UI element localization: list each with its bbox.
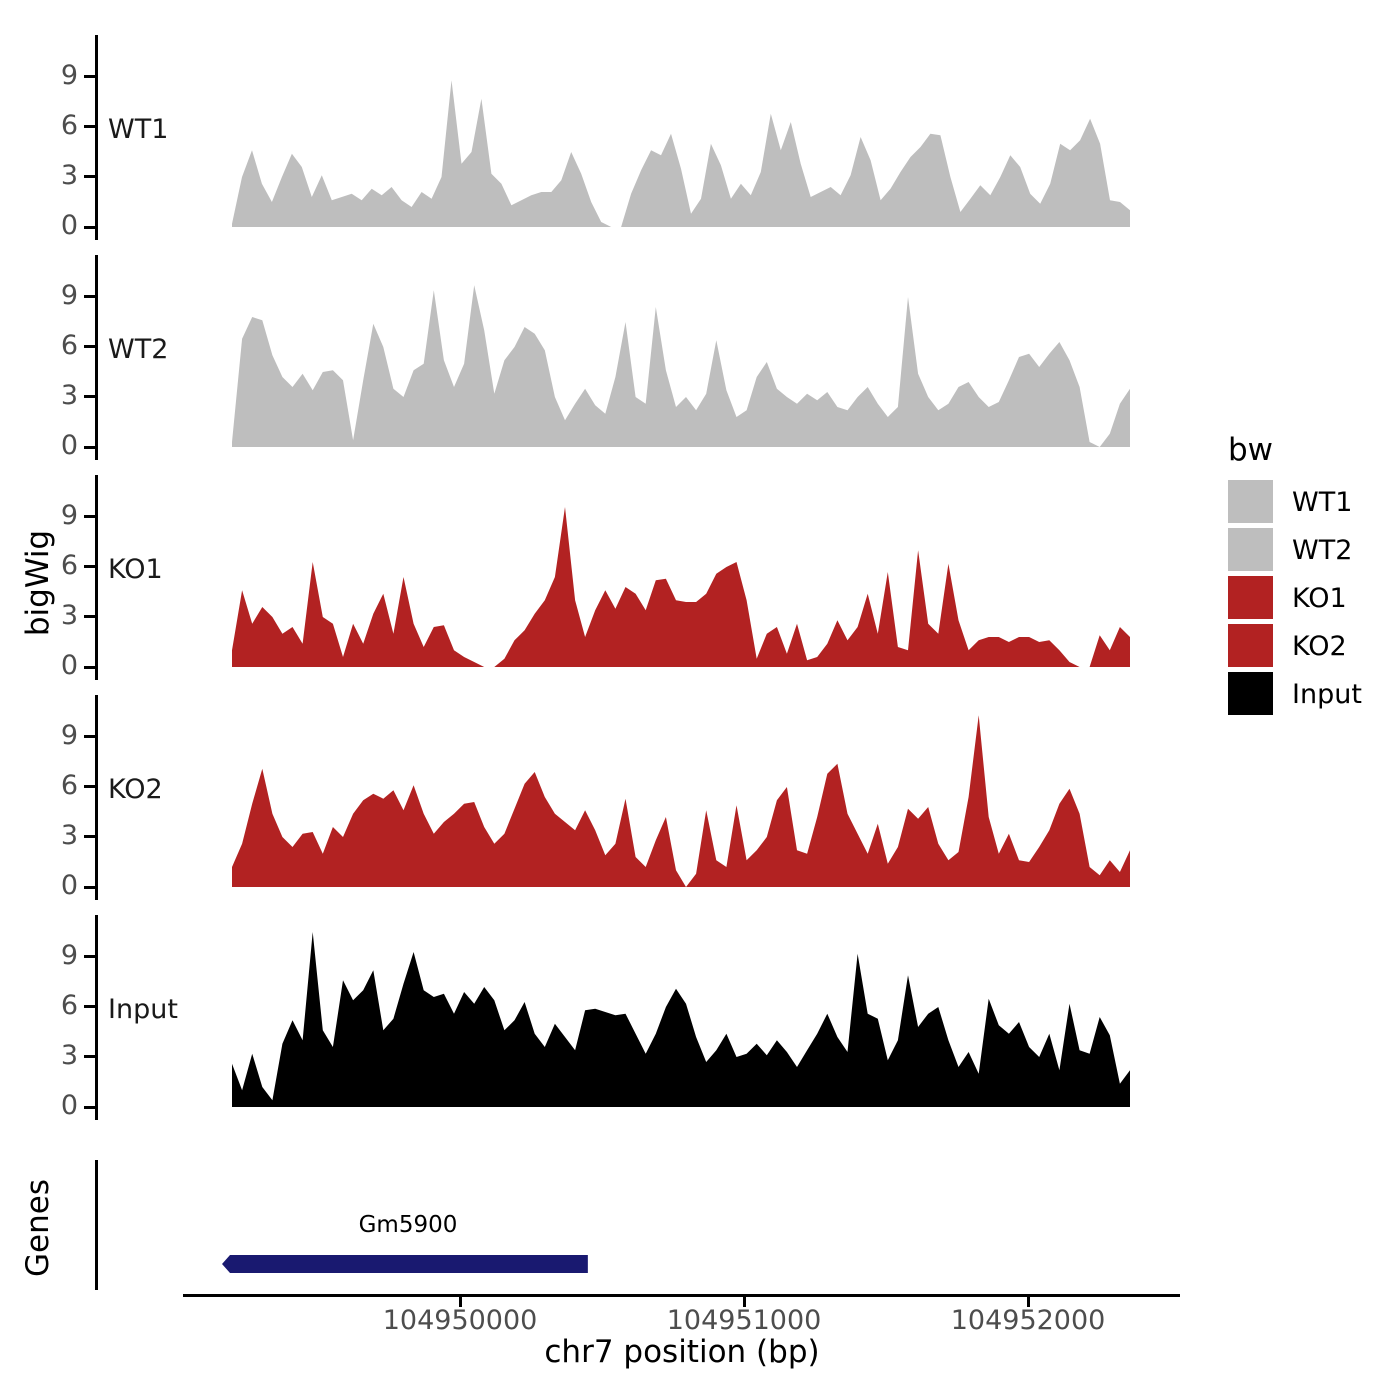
x-tick-label: 104950000 (382, 1305, 538, 1336)
y-axis-spine (95, 35, 98, 240)
legend-label-KO2: KO2 (1292, 631, 1347, 662)
y-axis-title-genes: Genes (20, 1179, 56, 1277)
y-tick-mark (84, 835, 95, 839)
y-tick-mark (84, 665, 95, 669)
y-tick-mark (84, 395, 95, 399)
y-axis-spine (95, 695, 98, 900)
legend-swatch-KO1 (1228, 576, 1273, 619)
x-tick-mark (458, 1297, 462, 1307)
y-tick-label: 6 (60, 549, 78, 581)
x-tick-mark (742, 1297, 746, 1307)
y-tick-mark (84, 225, 95, 229)
y-tick-mark (84, 735, 95, 739)
y-tick-mark (84, 1005, 95, 1009)
y-tick-label: 0 (60, 210, 78, 241)
legend-label-WT2: WT2 (1292, 535, 1353, 566)
y-tick-label: 0 (60, 870, 78, 901)
y-tick-label: 0 (60, 650, 78, 681)
y-axis-spine (95, 255, 98, 460)
y-tick-label: 9 (60, 499, 78, 531)
y-tick-label: 3 (60, 1039, 78, 1071)
y-tick-label: 3 (60, 379, 78, 411)
y-tick-mark (84, 295, 95, 299)
y-tick-mark (84, 515, 95, 519)
legend-swatch-KO2 (1228, 624, 1273, 667)
gene-label: Gm5900 (358, 1212, 458, 1238)
y-tick-mark (84, 125, 95, 129)
y-tick-label: 9 (60, 719, 78, 751)
y-tick-mark (84, 565, 95, 569)
y-tick-label: 9 (60, 59, 78, 91)
legend-swatch-WT1 (1228, 480, 1273, 523)
x-tick-label: 104951000 (666, 1305, 822, 1336)
y-tick-mark (84, 785, 95, 789)
track-label-KO1: KO1 (108, 554, 163, 585)
track-label-Input: Input (108, 994, 178, 1025)
y-tick-mark (84, 615, 95, 619)
y-tick-mark (84, 345, 95, 349)
y-tick-label: 0 (60, 1090, 78, 1121)
legend-title: bw (1228, 432, 1274, 468)
y-tick-label: 3 (60, 819, 78, 851)
y-tick-label: 3 (60, 599, 78, 631)
y-tick-label: 6 (60, 109, 78, 141)
x-tick-label: 104952000 (950, 1305, 1106, 1336)
gene-body (222, 1255, 588, 1273)
legend-swatch-WT2 (1228, 528, 1273, 571)
genes-y-axis-spine (95, 1160, 98, 1290)
legend-label-Input: Input (1292, 679, 1362, 710)
track-label-WT2: WT2 (108, 334, 169, 365)
x-tick-mark (1026, 1297, 1030, 1307)
y-tick-label: 9 (60, 279, 78, 311)
y-tick-mark (84, 75, 95, 79)
legend-label-WT1: WT1 (1292, 487, 1353, 518)
track-label-WT1: WT1 (108, 114, 169, 145)
legend-swatch-Input (1228, 672, 1273, 715)
x-axis-line (183, 1294, 1180, 1297)
y-tick-mark (84, 955, 95, 959)
track-label-KO2: KO2 (108, 774, 163, 805)
y-tick-mark (84, 1105, 95, 1109)
y-tick-mark (84, 175, 95, 179)
x-axis-title: chr7 position (bp) (544, 1334, 820, 1370)
y-tick-label: 6 (60, 989, 78, 1021)
y-tick-label: 6 (60, 769, 78, 801)
y-tick-label: 6 (60, 329, 78, 361)
y-axis-spine (95, 475, 98, 680)
y-tick-label: 3 (60, 159, 78, 191)
y-tick-mark (84, 885, 95, 889)
y-axis-spine (95, 915, 98, 1120)
y-tick-label: 9 (60, 939, 78, 971)
y-tick-label: 0 (60, 430, 78, 461)
coverage-area-WT1 (232, 80, 1130, 227)
legend-label-KO1: KO1 (1292, 583, 1347, 614)
coverage-area-KO2 (232, 715, 1130, 887)
y-tick-mark (84, 445, 95, 449)
coverage-area-WT2 (232, 285, 1130, 447)
coverage-area-Input (232, 932, 1130, 1107)
y-tick-mark (84, 1055, 95, 1059)
coverage-area-KO1 (232, 507, 1130, 667)
